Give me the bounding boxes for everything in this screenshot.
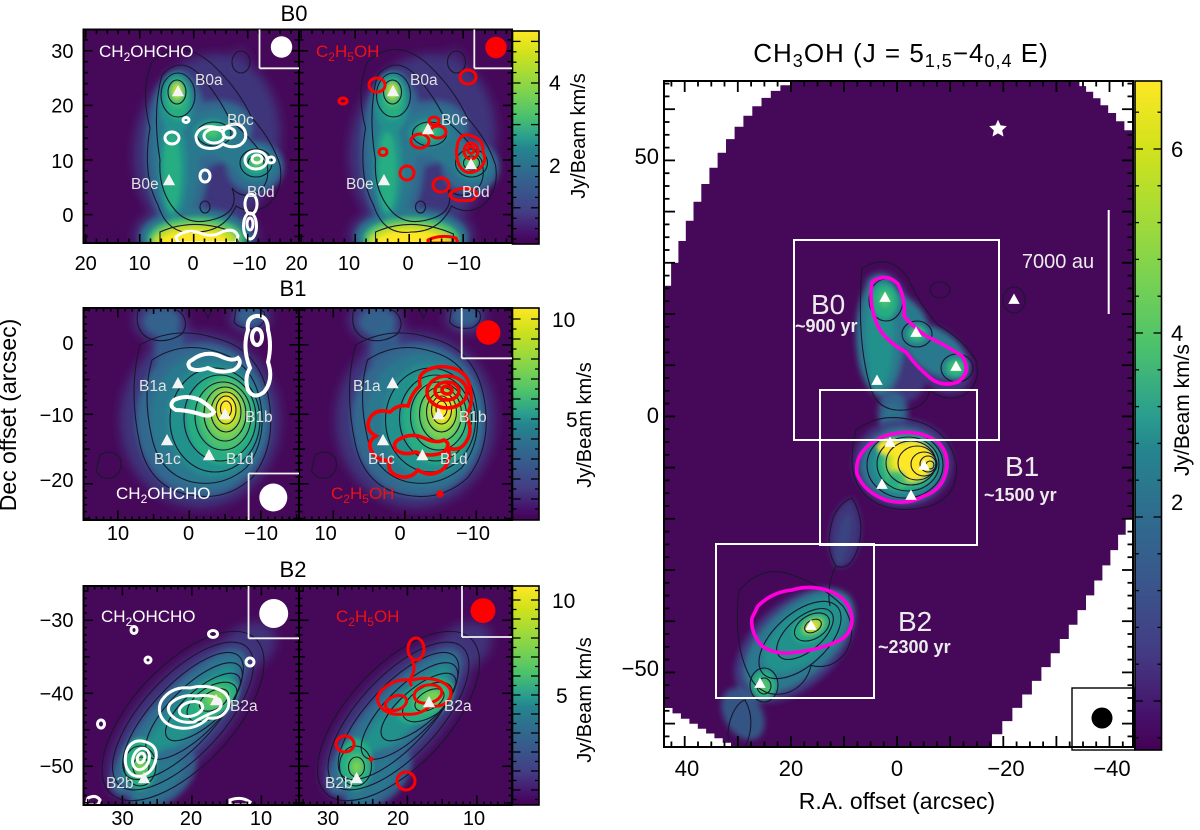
svg-text:Jy/Beam km/s: Jy/Beam km/s bbox=[1171, 344, 1194, 476]
svg-text:0: 0 bbox=[62, 205, 73, 227]
svg-text:10: 10 bbox=[552, 309, 575, 332]
svg-text:B0a: B0a bbox=[195, 72, 223, 89]
svg-text:B1: B1 bbox=[1005, 451, 1039, 482]
svg-text:B0: B0 bbox=[811, 289, 845, 320]
svg-text:CH2OHCHO: CH2OHCHO bbox=[116, 484, 211, 506]
svg-text:B1d: B1d bbox=[440, 451, 468, 468]
svg-text:B0d: B0d bbox=[462, 184, 490, 201]
svg-text:Jy/Beam km/s: Jy/Beam km/s bbox=[574, 637, 596, 763]
svg-text:20: 20 bbox=[180, 808, 202, 830]
svg-text:30: 30 bbox=[111, 808, 133, 830]
svg-text:−10: −10 bbox=[40, 405, 74, 427]
svg-text:6: 6 bbox=[1171, 137, 1183, 162]
svg-text:−20: −20 bbox=[40, 470, 74, 492]
svg-text:10: 10 bbox=[51, 151, 73, 173]
svg-text:B1b: B1b bbox=[459, 409, 487, 426]
svg-text:20: 20 bbox=[75, 253, 97, 275]
svg-text:B1c: B1c bbox=[368, 451, 395, 468]
svg-text:~2300 yr: ~2300 yr bbox=[878, 637, 951, 657]
svg-text:5: 5 bbox=[566, 409, 578, 432]
svg-text:B2b: B2b bbox=[106, 775, 134, 792]
svg-text:C2H5OH: C2H5OH bbox=[316, 42, 379, 64]
svg-text:B1c: B1c bbox=[154, 451, 181, 468]
svg-text:B2a: B2a bbox=[444, 698, 472, 715]
svg-text:10: 10 bbox=[463, 808, 485, 830]
svg-text:B1: B1 bbox=[280, 276, 307, 301]
svg-text:10: 10 bbox=[250, 808, 272, 830]
svg-text:0: 0 bbox=[891, 756, 903, 781]
svg-text:10: 10 bbox=[314, 523, 336, 545]
svg-text:0: 0 bbox=[187, 253, 198, 275]
svg-text:C2H5OH: C2H5OH bbox=[331, 484, 394, 506]
svg-text:0: 0 bbox=[647, 403, 659, 428]
svg-text:2: 2 bbox=[1171, 490, 1183, 515]
svg-text:B0c: B0c bbox=[227, 112, 254, 129]
svg-text:0: 0 bbox=[62, 333, 73, 355]
svg-text:R.A. offset (arcsec): R.A. offset (arcsec) bbox=[799, 788, 995, 814]
svg-text:B0: B0 bbox=[281, 1, 308, 26]
svg-text:B0e: B0e bbox=[131, 176, 159, 193]
svg-text:C2H5OH: C2H5OH bbox=[336, 607, 399, 629]
svg-text:7000 au: 7000 au bbox=[1022, 251, 1094, 273]
svg-text:Jy/Beam km/s: Jy/Beam km/s bbox=[574, 362, 596, 488]
svg-text:B2: B2 bbox=[280, 557, 307, 582]
svg-text:~1500 yr: ~1500 yr bbox=[984, 485, 1057, 505]
svg-text:0: 0 bbox=[402, 253, 413, 275]
svg-text:−30: −30 bbox=[40, 610, 74, 632]
svg-text:−20: −20 bbox=[987, 756, 1024, 781]
svg-text:2: 2 bbox=[549, 155, 561, 178]
svg-text:5: 5 bbox=[556, 685, 568, 708]
svg-text:B0d: B0d bbox=[247, 184, 275, 201]
svg-text:−40: −40 bbox=[40, 684, 74, 706]
svg-text:B0a: B0a bbox=[410, 72, 438, 89]
svg-text:20: 20 bbox=[779, 756, 803, 781]
svg-text:CH2OHCHO: CH2OHCHO bbox=[101, 607, 196, 629]
svg-text:−10: −10 bbox=[447, 253, 481, 275]
svg-text:20: 20 bbox=[285, 253, 307, 275]
svg-text:10: 10 bbox=[128, 253, 150, 275]
svg-text:0: 0 bbox=[183, 523, 194, 545]
svg-text:B2b: B2b bbox=[325, 775, 353, 792]
svg-text:B2: B2 bbox=[898, 606, 932, 637]
svg-text:CH3OH (J = 51,5−40,4 E): CH3OH (J = 51,5−40,4 E) bbox=[753, 38, 1049, 71]
svg-text:−50: −50 bbox=[622, 656, 659, 681]
svg-text:B1b: B1b bbox=[245, 409, 273, 426]
svg-text:−10: −10 bbox=[244, 523, 278, 545]
svg-text:Dec offset (arcsec): Dec offset (arcsec) bbox=[0, 319, 21, 512]
svg-text:10: 10 bbox=[552, 590, 575, 613]
svg-text:−10: −10 bbox=[456, 523, 490, 545]
svg-text:30: 30 bbox=[317, 808, 339, 830]
svg-text:B2a: B2a bbox=[230, 698, 258, 715]
svg-text:−50: −50 bbox=[40, 756, 74, 778]
svg-text:40: 40 bbox=[675, 756, 699, 781]
svg-text:30: 30 bbox=[51, 41, 73, 63]
svg-text:10: 10 bbox=[107, 523, 129, 545]
svg-text:4: 4 bbox=[549, 72, 561, 95]
svg-text:50: 50 bbox=[635, 144, 659, 169]
svg-text:0: 0 bbox=[394, 523, 405, 545]
svg-text:10: 10 bbox=[338, 253, 360, 275]
svg-text:CH2OHCHO: CH2OHCHO bbox=[99, 42, 194, 64]
svg-text:B1d: B1d bbox=[226, 451, 254, 468]
svg-text:20: 20 bbox=[387, 808, 409, 830]
svg-text:Jy/Beam km/s: Jy/Beam km/s bbox=[568, 73, 590, 199]
svg-text:B1a: B1a bbox=[139, 378, 167, 395]
svg-text:−10: −10 bbox=[233, 253, 267, 275]
svg-text:4: 4 bbox=[1171, 321, 1183, 346]
svg-text:B0c: B0c bbox=[441, 112, 468, 129]
svg-text:−40: −40 bbox=[1093, 756, 1130, 781]
svg-text:~900 yr: ~900 yr bbox=[795, 316, 858, 336]
svg-text:B0e: B0e bbox=[346, 176, 374, 193]
svg-text:20: 20 bbox=[51, 96, 73, 118]
svg-text:B1a: B1a bbox=[353, 378, 381, 395]
